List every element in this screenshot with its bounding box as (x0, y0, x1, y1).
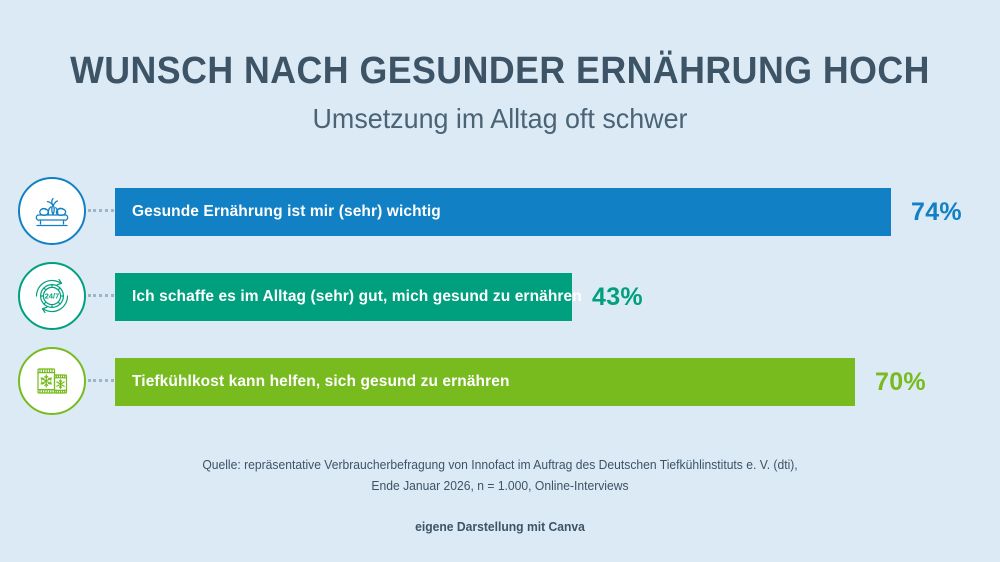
bar-label: Ich schaffe es im Alltag (sehr) gut, mic… (132, 288, 582, 305)
fruit-bowl-icon-badge (18, 177, 86, 245)
svg-text:24/7: 24/7 (45, 292, 59, 301)
bar-value: 74% (911, 197, 962, 226)
page-subtitle: Umsetzung im Alltag oft schwer (312, 102, 688, 134)
frozen-food-bags-icon (31, 360, 73, 402)
row-connector (88, 294, 114, 300)
clock-24-7-icon-badge: 24/7 (18, 262, 86, 330)
row-connector (88, 209, 114, 215)
fruit-bowl-icon (31, 190, 73, 232)
chart-row: 24/7 Ich schaffe es im Alltag (sehr) gut… (0, 262, 1000, 330)
bar-chart: Gesunde Ernährung ist mir (sehr) wichtig… (0, 177, 1000, 443)
bar-value: 70% (875, 367, 926, 396)
bar-label: Tiefkühlkost kann helfen, sich gesund zu… (132, 373, 510, 390)
source-line-1: Quelle: repräsentative Verbraucherbefrag… (202, 458, 798, 472)
footer: Quelle: repräsentative Verbraucherbefrag… (0, 455, 1000, 534)
bar-value: 43% (592, 282, 643, 311)
credit-line: eigene Darstellung mit Canva (415, 520, 585, 535)
clock-24-7-icon: 24/7 (30, 274, 74, 318)
page-title: WUNSCH NACH GESUNDER ERNÄHRUNG HOCH (70, 50, 930, 92)
frozen-food-bags-icon-badge (18, 347, 86, 415)
source-line-2: Ende Januar 2026, n = 1.000, Online-Inte… (371, 478, 629, 493)
bar-green: Tiefkühlkost kann helfen, sich gesund zu… (115, 358, 855, 406)
header: WUNSCH NACH GESUNDER ERNÄHRUNG HOCH Umse… (0, 50, 1000, 135)
chart-row: Gesunde Ernährung ist mir (sehr) wichtig… (0, 177, 1000, 245)
bar-teal: Ich schaffe es im Alltag (sehr) gut, mic… (115, 273, 582, 321)
row-connector (88, 379, 114, 385)
bar-blue: Gesunde Ernährung ist mir (sehr) wichtig (115, 188, 891, 236)
chart-row: Tiefkühlkost kann helfen, sich gesund zu… (0, 347, 1000, 415)
bar-label: Gesunde Ernährung ist mir (sehr) wichtig (132, 203, 441, 220)
